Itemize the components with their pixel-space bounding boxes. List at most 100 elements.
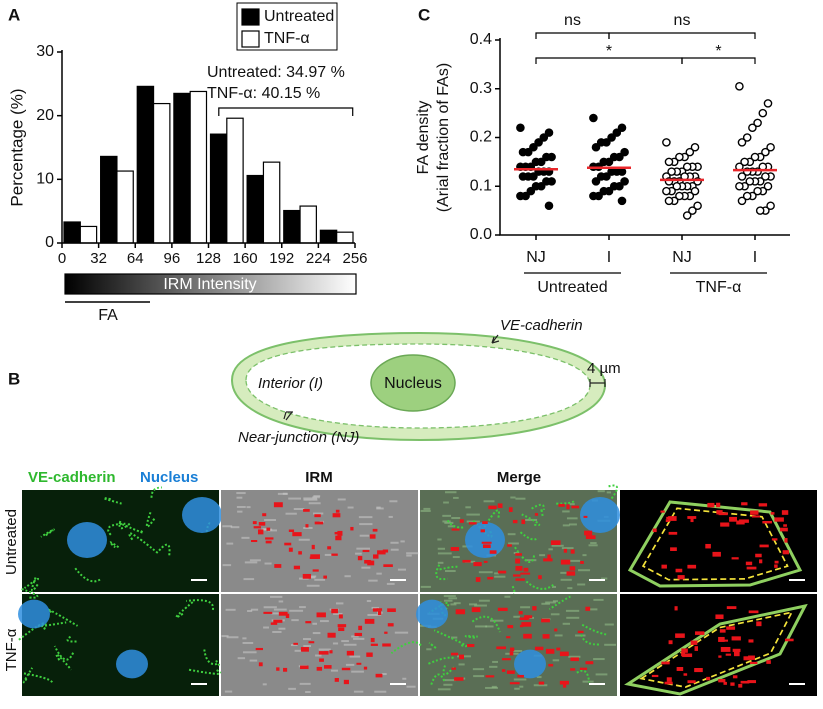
texture [453, 496, 459, 499]
focal-adhesion [382, 643, 391, 647]
focal-adhesion [343, 679, 349, 685]
focal-adhesion [454, 677, 464, 681]
focal-adhesion [683, 673, 688, 676]
data-point [763, 181, 773, 191]
bar [262, 161, 281, 244]
x-tick-label: 256 [342, 250, 367, 267]
focal-adhesion [293, 642, 298, 645]
data-point [750, 152, 760, 162]
junction [21, 587, 39, 599]
focal-adhesion [750, 510, 759, 515]
nucleus [465, 522, 505, 558]
focal-adhesion [512, 519, 518, 524]
x-tick-label: 224 [306, 250, 331, 267]
focal-adhesion [705, 543, 711, 549]
data-point [664, 157, 674, 167]
focal-adhesion [525, 615, 530, 620]
focal-adhesion [517, 674, 524, 678]
texture [437, 561, 444, 564]
focal-adhesion [731, 636, 741, 641]
texture [353, 637, 365, 640]
focal-adhesion [759, 544, 769, 548]
focal-adhesion [585, 661, 594, 665]
junction [428, 656, 456, 665]
bar [189, 90, 208, 244]
near-junction-outline [641, 507, 789, 581]
focal-adhesion [774, 564, 778, 568]
focal-adhesion [766, 660, 771, 664]
data-point [761, 147, 770, 157]
data-point [612, 128, 622, 137]
focal-adhesion [252, 521, 257, 525]
texture [314, 578, 326, 581]
junction [471, 615, 501, 633]
texture [356, 547, 371, 550]
significance-label: ns [674, 12, 691, 29]
nucleus [182, 497, 222, 533]
texture [447, 525, 455, 528]
focal-adhesion [262, 513, 267, 517]
y-tick-label: 0.0 [470, 226, 492, 243]
focal-adhesion [707, 502, 715, 508]
x-tick-label: 0 [58, 250, 66, 267]
y-tick-label: 0.1 [470, 177, 492, 194]
texture [337, 498, 346, 501]
focal-adhesion [278, 611, 288, 616]
texture [237, 510, 243, 513]
focal-adhesion [779, 527, 788, 532]
focal-adhesion [314, 514, 321, 518]
texture [246, 506, 251, 509]
focal-adhesion [523, 567, 529, 572]
texture [263, 606, 277, 609]
diagram-label: VE-cadherin [500, 317, 583, 334]
data-point [518, 172, 528, 181]
texture [341, 640, 349, 643]
junction [203, 649, 219, 666]
x-tick-label: 64 [127, 250, 144, 267]
data-point [531, 181, 541, 191]
focal-adhesion [690, 640, 698, 645]
image-header: Nucleus [140, 469, 198, 486]
focal-adhesion [782, 550, 789, 555]
focal-adhesion [518, 611, 523, 615]
texture [444, 521, 454, 524]
focal-adhesion [312, 569, 319, 572]
texture [332, 642, 339, 645]
junction [102, 497, 122, 505]
texture [285, 512, 297, 515]
texture [508, 542, 519, 545]
texture [548, 548, 553, 551]
focal-adhesion [364, 618, 375, 624]
y-tick-label: 20 [36, 107, 54, 124]
texture [353, 690, 364, 693]
focal-adhesion [302, 573, 312, 579]
focal-adhesion [481, 541, 492, 544]
focal-adhesion [748, 639, 754, 643]
focal-adhesion [652, 528, 657, 533]
focal-adhesion [758, 503, 768, 507]
texture [388, 515, 393, 518]
junction [433, 629, 468, 648]
texture [264, 562, 272, 565]
focal-adhesion [455, 609, 466, 615]
data-point [609, 152, 619, 162]
texture [335, 602, 344, 605]
focal-adhesion [716, 502, 721, 508]
focal-adhesion [585, 606, 591, 611]
texture [303, 645, 312, 648]
focal-adhesion [774, 560, 779, 564]
texture [226, 542, 234, 545]
texture [519, 685, 524, 688]
focal-adhesion [329, 650, 333, 654]
axes [499, 38, 790, 236]
junction [175, 601, 194, 619]
y-tick-label: 0.3 [470, 80, 492, 97]
focal-adhesion [740, 680, 750, 684]
focal-adhesion [661, 661, 670, 665]
texture [420, 509, 431, 512]
focal-adhesion [331, 553, 338, 556]
texture [494, 575, 506, 578]
focal-adhesion [563, 548, 568, 553]
focal-adhesion [258, 662, 263, 667]
data-point [755, 206, 765, 215]
